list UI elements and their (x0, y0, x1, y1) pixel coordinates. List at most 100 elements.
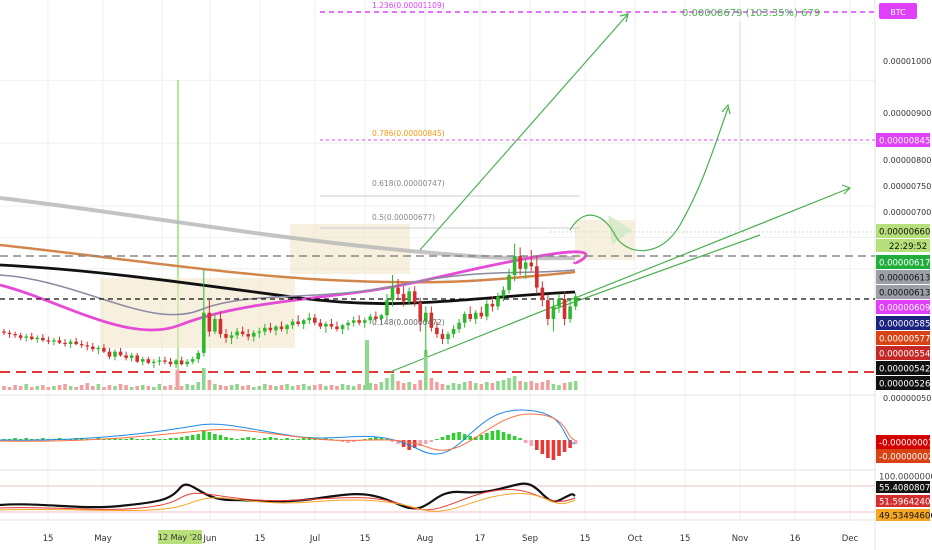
volume-bar (379, 382, 384, 390)
volume-bar (540, 382, 545, 390)
candle (346, 320, 350, 331)
macd-histogram-bar (462, 434, 467, 440)
volume-bar (52, 386, 56, 390)
candle (379, 313, 384, 325)
volume-bar (407, 382, 411, 390)
macd-histogram-bar (473, 437, 478, 440)
macd-histogram-bar (418, 440, 423, 446)
candle (340, 324, 345, 335)
price-tag-text: 0.00000554 (879, 350, 930, 360)
candle (102, 344, 106, 353)
volume-bar (307, 386, 312, 390)
volume-bar (102, 387, 106, 390)
macd-histogram-bar (568, 440, 572, 448)
macd-histogram-bar (468, 436, 472, 440)
macd-histogram-bar (401, 440, 406, 447)
candle (557, 293, 561, 313)
price-axis[interactable]: 0.00001000 0.00000900 0.00000800 0.00000750… (876, 3, 932, 522)
volume-bar (285, 384, 289, 390)
time-axis-label: Sep (522, 534, 538, 544)
macd-histogram-bar (485, 433, 489, 440)
macd-histogram-bar (479, 435, 484, 440)
macd-histogram-bar (274, 438, 278, 440)
macd-histogram-bar (207, 432, 212, 440)
macd-histogram-bar (251, 438, 256, 440)
volume-bar (46, 387, 51, 390)
macd-histogram-bar (218, 435, 223, 440)
volume-bar (329, 385, 334, 390)
highlight-boxes (100, 215, 635, 348)
macd-histogram-bar (351, 440, 356, 442)
candle (274, 325, 278, 336)
macd-histogram-bar (385, 439, 389, 440)
candle (457, 318, 461, 333)
macd-histogram-bar (229, 438, 234, 440)
price-axis-label: 0.00001000 (883, 57, 931, 66)
volume-bar (335, 386, 339, 390)
macd-histogram-bar (7, 439, 12, 440)
macd-histogram-bar (179, 437, 184, 440)
symbol-text: BTC (890, 8, 906, 17)
macd-histogram-bar (18, 439, 23, 440)
volume-bar (424, 350, 428, 390)
volume-bar (268, 385, 273, 390)
macd-histogram-bar (535, 440, 539, 450)
candle (224, 329, 228, 343)
price-tag: 0.00000577 (876, 331, 930, 345)
candle (96, 345, 101, 355)
rsi-tag: 49.53494606 (876, 509, 932, 522)
candle (157, 356, 162, 366)
candle (546, 293, 550, 326)
macd-histogram-bar (390, 440, 395, 442)
candle (63, 339, 67, 347)
macd-histogram-bar (457, 432, 461, 440)
candle (440, 329, 445, 345)
volume-bar (501, 380, 506, 390)
volume-bar (490, 383, 495, 390)
volume-bar (63, 384, 67, 390)
time-axis-label: 12 May '20 (158, 533, 202, 542)
volume-bar (479, 384, 484, 390)
price-tag: 0.00000613 (876, 285, 930, 299)
time-axis-label: Jul (309, 534, 320, 544)
macd-histogram-bar (562, 440, 567, 452)
macd-histogram-bar (551, 440, 556, 460)
candle (418, 297, 423, 332)
candle (18, 332, 23, 341)
price-tag-text: 0.00000526 (879, 380, 930, 390)
macd-histogram-bar (2, 439, 6, 440)
time-axis[interactable]: 15 May 12 May '20 Jun 15 Jul 15 Aug 17 Sep 15 Oct 15… (43, 530, 859, 544)
macd-histogram-bar (118, 439, 123, 440)
candle (551, 300, 556, 332)
volume-bar (557, 385, 561, 390)
trend-arrow-line (389, 187, 851, 373)
volume-bar (207, 380, 212, 390)
volume-bar (390, 374, 395, 390)
time-axis-label: 15 (255, 534, 266, 544)
macd-histogram-bar (129, 438, 134, 440)
candle (451, 325, 456, 338)
macd-histogram-bar (374, 437, 378, 440)
volume-bar (385, 378, 389, 390)
volume-bar (365, 340, 369, 390)
volume-bar (96, 384, 101, 390)
candle (362, 317, 367, 328)
time-axis-label: May (94, 534, 112, 544)
fib-label: 0.618(0.00000747) (372, 179, 445, 188)
candle (24, 334, 28, 342)
candle (479, 306, 484, 319)
volume-bar (218, 385, 223, 390)
volume-bar (246, 385, 250, 390)
macd-histogram-bar (446, 435, 450, 440)
macd-histogram-bar (185, 436, 189, 440)
macd-histogram-bar (546, 440, 550, 458)
macd-histogram-bar (490, 431, 495, 440)
macd-histogram-bar (435, 439, 439, 440)
projection-arrows (389, 13, 852, 373)
volume-bar (412, 384, 417, 390)
candle (485, 300, 489, 321)
candle (179, 356, 184, 366)
macd-tag: -0.00000002 (876, 449, 932, 463)
candle (407, 287, 411, 306)
